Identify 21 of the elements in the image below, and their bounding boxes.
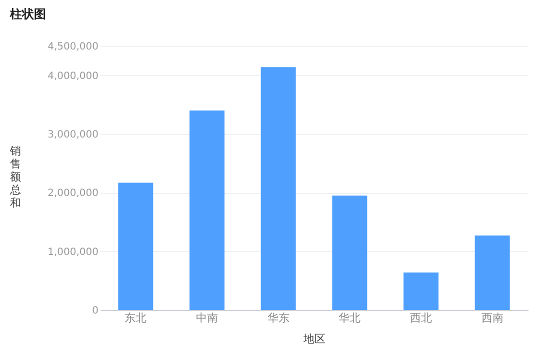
y-tick-label: 4,500,000: [48, 42, 98, 52]
y-tick-label: 3,000,000: [48, 130, 98, 140]
y-tick-label: 4,000,000: [48, 70, 98, 82]
chart-title: 柱状图: [9, 7, 46, 21]
y-tick-label: 2,000,000: [48, 188, 98, 200]
bar: [190, 110, 224, 310]
x-axis-title: 地区: [302, 332, 326, 346]
x-tick-label: 华东: [267, 312, 290, 324]
bar: [332, 196, 368, 310]
bar: [260, 67, 296, 310]
bar: [404, 272, 438, 310]
y-tick-label: 1,000,000: [48, 246, 98, 258]
x-tick-label: 东北: [124, 312, 147, 324]
x-tick-label: 中南: [196, 312, 218, 324]
x-tick-label: 华北: [338, 312, 361, 324]
y-axis-title: 销售额总和: [9, 144, 21, 210]
y-tick-label: 0: [92, 306, 98, 316]
x-tick-label: 西北: [410, 312, 432, 324]
bar: [474, 235, 510, 310]
x-tick-label: 西南: [481, 312, 504, 324]
bar: [118, 182, 154, 310]
